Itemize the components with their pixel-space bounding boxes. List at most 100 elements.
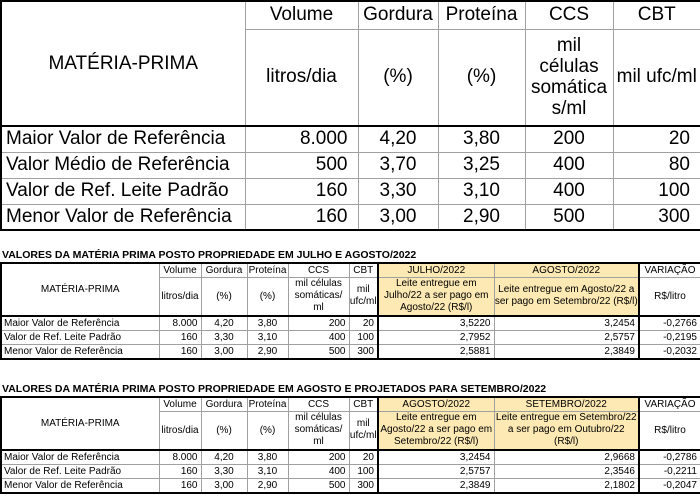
cell-variacao: -0,2786 [638, 449, 700, 465]
cell-month2: 2,1802 [493, 477, 640, 494]
table2-mp-label: MATÉRIA-PRIMA [40, 283, 120, 295]
header-ccs: CCS [287, 262, 350, 278]
table-row: Maior Valor de Referência 8.000 4,20 3,8… [0, 125, 700, 153]
cell-cbt: 100 [612, 177, 700, 205]
desc-month2: Leite entregue em Setembro/22 a ser pago… [493, 411, 640, 451]
cell-month1: 2,5757 [377, 463, 495, 479]
header-gordura: Gordura [357, 0, 439, 30]
cell-variacao: -0,2195 [638, 329, 700, 345]
header-cbt: CBT [348, 262, 379, 278]
cell-gordura: 4,20 [200, 449, 248, 465]
cell-proteina: 3,80 [437, 125, 526, 153]
cell-variacao: -0,2211 [638, 463, 700, 479]
cell-variacao: -0,2047 [638, 477, 700, 494]
unit-gordura: (%) [200, 411, 248, 451]
row-label: Menor Valor de Referência [0, 343, 160, 360]
header-gordura: Gordura [200, 262, 248, 278]
row-label: Valor Médio de Referência [0, 151, 246, 179]
cell-month2: 3,2454 [493, 315, 640, 331]
cell-month1: 2,3849 [377, 477, 495, 494]
main-title-cell: MATÉRIA-PRIMA [0, 0, 246, 127]
row-label: Maior Valor de Referência [0, 315, 160, 331]
cell-cbt: 100 [348, 463, 379, 479]
header-cbt: CBT [612, 0, 700, 30]
cell-volume: 8.000 [158, 449, 202, 465]
table-julho-agosto: MATÉRIA-PRIMA Volume Gordura Proteína CC… [0, 262, 700, 360]
header-gordura: Gordura [200, 396, 248, 412]
table-row: Maior Valor de Referência 8.000 4,20 3,8… [0, 315, 700, 331]
table-row: Menor Valor de Referência 160 3,00 2,90 … [0, 477, 700, 494]
cell-cbt: 20 [612, 125, 700, 153]
header-month2: SETEMBRO/2022 [493, 396, 640, 412]
cell-gordura: 3,30 [200, 329, 248, 345]
cell-volume: 160 [158, 329, 202, 345]
cell-month1: 2,7952 [377, 329, 495, 345]
row-label: Menor Valor de Referência [0, 477, 160, 494]
cell-volume: 160 [158, 343, 202, 360]
cell-month1: 3,2454 [377, 449, 495, 465]
cell-proteina: 3,10 [246, 463, 289, 479]
header-cbt: CBT [348, 396, 379, 412]
row-label: Maior Valor de Referência [0, 125, 246, 153]
table-row: Valor Médio de Referência 500 3,70 3,25 … [0, 151, 700, 179]
unit-proteina: (%) [437, 28, 526, 127]
header-proteina: Proteína [437, 0, 526, 30]
cell-volume: 500 [244, 151, 359, 179]
header-proteina: Proteína [246, 396, 289, 412]
cell-volume: 160 [244, 203, 359, 231]
unit-volume: litros/dia [158, 277, 202, 317]
unit-volume: litros/dia [158, 411, 202, 451]
cell-ccs: 200 [287, 449, 350, 465]
cell-volume: 8.000 [158, 315, 202, 331]
header-proteina: Proteína [246, 262, 289, 278]
cell-proteina: 3,10 [246, 329, 289, 345]
header-variacao: VARIAÇÃO [638, 396, 700, 412]
cell-ccs: 200 [524, 125, 614, 153]
cell-gordura: 3,00 [357, 203, 439, 231]
unit-ccs: mil células somáticas/ ml [287, 277, 350, 317]
cell-proteina: 3,10 [437, 177, 526, 205]
header-ccs: CCS [524, 0, 614, 30]
table2-mp-cell: MATÉRIA-PRIMA [0, 262, 160, 317]
unit-cbt: mil ufc/ml [348, 411, 379, 451]
cell-ccs: 500 [287, 477, 350, 494]
cell-proteina: 3,80 [246, 315, 289, 331]
desc-month1: Leite entregue em Julho/22 a ser pago em… [377, 277, 495, 317]
cell-cbt: 80 [612, 151, 700, 179]
row-label: Maior Valor de Referência [0, 449, 160, 465]
main-title: MATÉRIA-PRIMA [48, 52, 199, 74]
cell-cbt: 20 [348, 449, 379, 465]
table3-mp-label: MATÉRIA-PRIMA [40, 417, 120, 429]
table2-title: VALORES DA MATÉRIA PRIMA POSTO PROPRIEDA… [2, 249, 417, 261]
cell-month2: 2,3546 [493, 463, 640, 479]
cell-variacao: -0,2766 [638, 315, 700, 331]
unit-proteina: (%) [246, 277, 289, 317]
unit-ccs: mil células somáticas/ ml [287, 411, 350, 451]
header-variacao: VARIAÇÃO [638, 262, 700, 278]
table-agosto-setembro: MATÉRIA-PRIMA Volume Gordura Proteína CC… [0, 396, 700, 494]
unit-cbt: mil ufc/ml [612, 28, 700, 127]
desc-month1: Leite entregue em Agosto/22 a ser pago e… [377, 411, 495, 451]
table-row: Valor de Ref. Leite Padrão 160 3,30 3,10… [0, 177, 700, 205]
cell-month2: 2,3849 [493, 343, 640, 360]
header-month1: AGOSTO/2022 [377, 396, 495, 412]
header-month1: JULHO/2022 [377, 262, 495, 278]
table3-title: VALORES DA MATÉRIA PRIMA POSTO PROPRIEDA… [2, 383, 547, 395]
unit-ccs: mil células somática s/ml [524, 28, 614, 127]
cell-month2: 2,9668 [493, 449, 640, 465]
cell-ccs: 500 [287, 343, 350, 360]
cell-ccs: 400 [287, 329, 350, 345]
cell-gordura: 3,00 [200, 343, 248, 360]
cell-volume: 8.000 [244, 125, 359, 153]
cell-volume: 160 [158, 477, 202, 494]
unit-gordura: (%) [200, 277, 248, 317]
header-volume: Volume [158, 396, 202, 412]
table-row: Maior Valor de Referência 8.000 4,20 3,8… [0, 449, 700, 465]
cell-gordura: 3,30 [200, 463, 248, 479]
table-row: Menor Valor de Referência 160 3,00 2,90 … [0, 203, 700, 231]
table-row: Valor de Ref. Leite Padrão 160 3,30 3,10… [0, 463, 700, 479]
cell-volume: 160 [244, 177, 359, 205]
cell-proteina: 2,90 [246, 477, 289, 494]
cell-volume: 160 [158, 463, 202, 479]
cell-proteina: 2,90 [246, 343, 289, 360]
